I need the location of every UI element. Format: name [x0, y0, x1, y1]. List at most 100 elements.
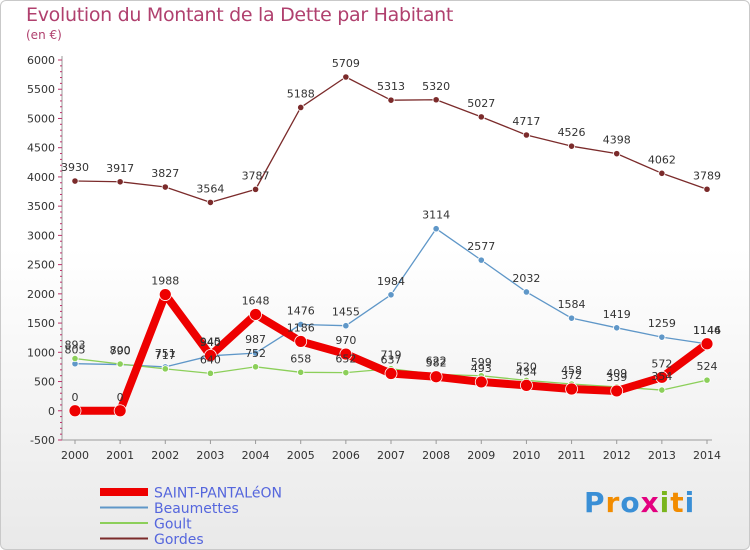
- x-tick-label: 2004: [242, 449, 270, 462]
- data-label: 409: [606, 367, 627, 380]
- y-tick-label: 1000: [27, 346, 55, 359]
- data-point: [432, 96, 440, 104]
- data-label: 945: [200, 336, 221, 349]
- data-point: [71, 354, 79, 363]
- data-point: [520, 378, 533, 392]
- x-tick-label: 2009: [467, 449, 495, 462]
- y-tick-label: 6000: [27, 54, 55, 67]
- data-point: [342, 322, 350, 330]
- data-label: 652: [335, 353, 356, 366]
- x-tick-label: 2007: [377, 449, 405, 462]
- data-label: 940: [200, 336, 221, 349]
- data-label: 354: [651, 370, 672, 383]
- chart-title: Evolution du Montant de la Dette par Hab…: [26, 4, 454, 26]
- y-tick-label: -500: [30, 434, 55, 447]
- data-label: 970: [335, 334, 356, 347]
- y-tick-label: 0: [48, 405, 55, 418]
- legend-label: SAINT-PANTALéON: [154, 486, 282, 502]
- y-tick-label: 4000: [27, 171, 55, 184]
- data-label: 1186: [287, 321, 315, 334]
- data-label: 3114: [422, 209, 450, 222]
- x-tick-label: 2000: [61, 449, 89, 462]
- x-tick-label: 2002: [151, 449, 179, 462]
- x-tick-label: 2008: [422, 449, 450, 462]
- data-point: [432, 225, 440, 233]
- data-label: 987: [245, 333, 266, 346]
- proxiti-logo: Proxiti: [584, 486, 695, 519]
- data-label: 0: [117, 391, 124, 404]
- data-point: [700, 337, 714, 351]
- data-point: [161, 365, 169, 373]
- brand-letter: i: [684, 486, 696, 519]
- data-label: 1259: [648, 317, 676, 330]
- data-point: [565, 382, 578, 396]
- data-label: 3787: [242, 169, 270, 182]
- data-point: [658, 333, 666, 341]
- data-point: [294, 335, 308, 348]
- data-point: [658, 169, 666, 177]
- data-label: 434: [516, 365, 537, 378]
- data-label: 3827: [151, 167, 179, 180]
- data-point: [206, 198, 215, 207]
- data-label: 5709: [332, 57, 360, 70]
- legend-label: Beaumettes: [154, 501, 239, 517]
- legend-label: Goult: [154, 517, 192, 533]
- data-point: [474, 375, 488, 389]
- data-label: 4398: [603, 134, 631, 147]
- legend-label: Gordes: [154, 532, 204, 548]
- data-label: 1144: [693, 324, 721, 337]
- data-point: [567, 314, 576, 322]
- data-label: 752: [245, 347, 266, 360]
- data-point: [116, 178, 124, 186]
- brand-letter: r: [605, 486, 621, 519]
- data-point: [477, 113, 485, 121]
- data-label: 622: [426, 354, 447, 367]
- data-point: [251, 349, 260, 357]
- y-tick-label: 1500: [27, 317, 55, 330]
- data-point: [567, 142, 576, 150]
- data-label: 800: [110, 344, 131, 357]
- y-tick-label: 3500: [27, 200, 55, 213]
- y-tick-label: 4500: [27, 142, 55, 155]
- data-label: 1476: [287, 304, 315, 317]
- data-point: [113, 404, 127, 418]
- data-point: [297, 320, 305, 329]
- data-label: 3930: [61, 161, 89, 174]
- data-point: [116, 360, 124, 368]
- data-label: 520: [516, 360, 537, 373]
- data-point: [206, 369, 215, 377]
- data-point: [161, 183, 169, 191]
- data-point: [251, 363, 260, 371]
- data-point: [387, 291, 395, 299]
- x-tick-label: 2010: [512, 449, 540, 462]
- data-point: [703, 376, 711, 384]
- data-label: 372: [561, 369, 582, 382]
- data-label: 790: [110, 345, 131, 358]
- data-point: [522, 131, 531, 139]
- data-point: [522, 288, 531, 296]
- data-label: 640: [200, 353, 221, 366]
- x-tick-label: 2006: [332, 449, 360, 462]
- data-label: 2577: [467, 240, 495, 253]
- x-tick-label: 2013: [648, 449, 676, 462]
- data-label: 493: [471, 362, 492, 375]
- data-point: [342, 73, 350, 81]
- y-tick-label: 5000: [27, 112, 55, 125]
- brand-letter: P: [584, 486, 606, 519]
- data-point: [658, 386, 666, 394]
- data-point: [655, 370, 669, 384]
- data-point: [703, 185, 711, 193]
- y-tick-label: 2500: [27, 259, 55, 272]
- data-point: [68, 404, 82, 418]
- data-label: 5320: [422, 80, 450, 93]
- data-label: 4526: [558, 126, 586, 139]
- brand-letter: t: [670, 486, 685, 519]
- data-point: [297, 103, 305, 112]
- data-label: 572: [651, 357, 672, 370]
- x-tick-label: 2011: [558, 449, 586, 462]
- data-label: 1455: [332, 306, 360, 319]
- data-label: 0: [72, 391, 79, 404]
- data-label: 5188: [287, 87, 315, 100]
- data-point: [613, 324, 621, 332]
- y-tick-label: 5500: [27, 83, 55, 96]
